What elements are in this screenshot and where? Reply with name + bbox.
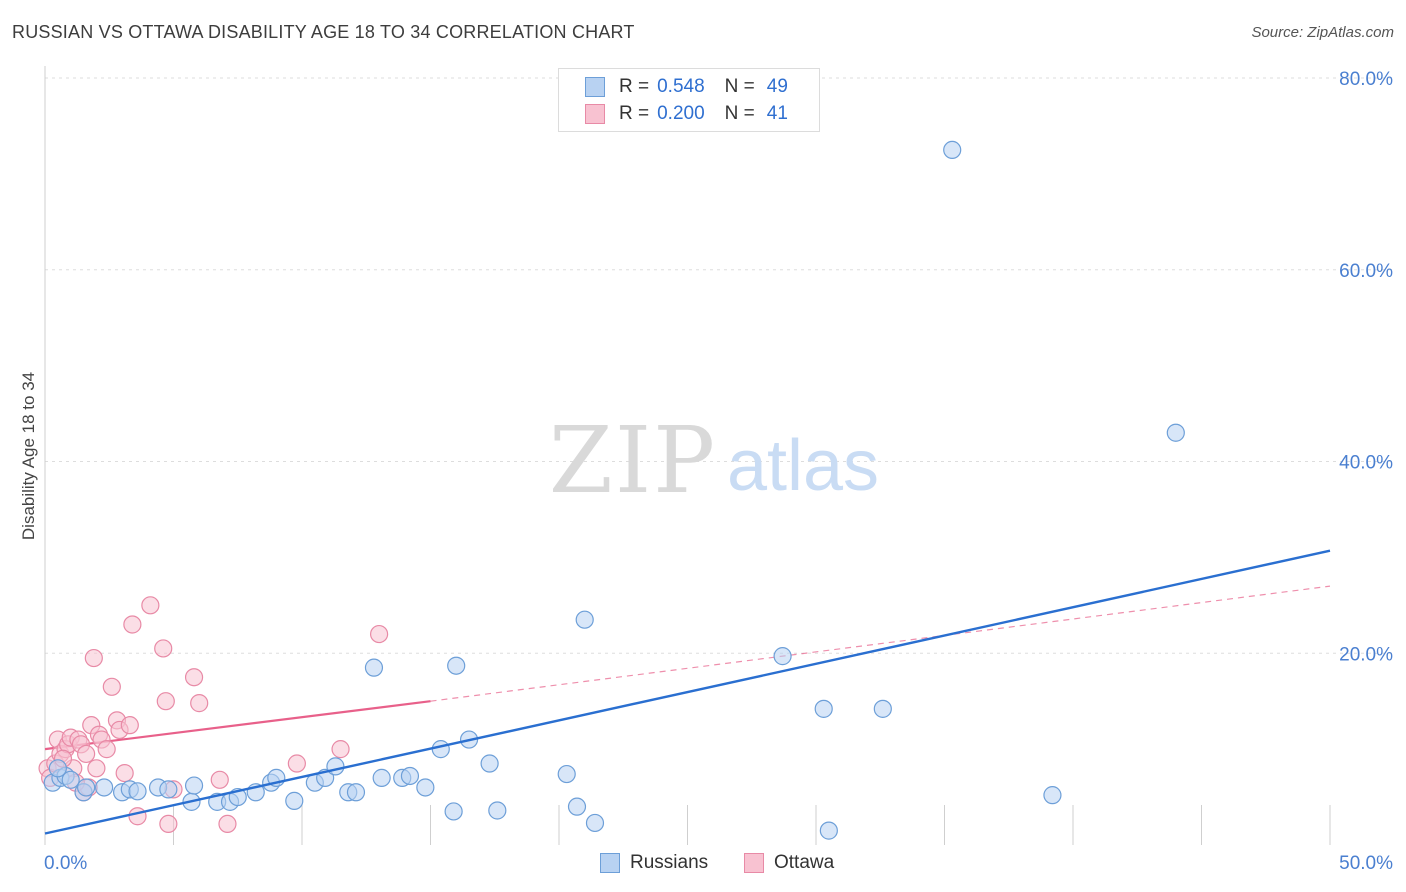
ottawa-point (331, 740, 350, 759)
russians-point (488, 801, 507, 820)
y-axis-label: Disability Age 18 to 34 (19, 372, 38, 540)
x-tick-labels: 0.0% 50.0% (44, 853, 1393, 874)
y-tick-label: 80.0% (1339, 69, 1393, 90)
russians-point (159, 780, 178, 799)
russians-legend-swatch (600, 853, 620, 873)
r-value: 0.200 (657, 103, 705, 124)
russians-point (61, 770, 80, 789)
ottawa-point (159, 814, 178, 834)
ottawa-point (102, 677, 121, 696)
r-label: R = (619, 76, 650, 97)
russians-point (819, 821, 838, 840)
ottawa-point (120, 716, 139, 735)
russians-point (346, 783, 366, 802)
russians-point (447, 656, 466, 675)
ottawa-trend-lines (44, 585, 1331, 751)
ottawa-swatch (585, 104, 605, 124)
russians-point (77, 778, 96, 797)
russians-trend-line (44, 549, 1331, 835)
ottawa-point (123, 615, 142, 634)
ottawa-point (154, 639, 173, 658)
russians-point (364, 658, 384, 677)
legend-item-russians: Russians (600, 852, 708, 874)
x-tick-label: 0.0% (44, 853, 87, 874)
ottawa-point (370, 624, 389, 644)
ottawa-legend-label: Ottawa (774, 852, 835, 873)
ottawa-point (128, 807, 147, 826)
gridlines (44, 66, 1392, 845)
r-label: R = (619, 103, 650, 124)
russians-point (400, 766, 420, 786)
russians-point (372, 768, 391, 787)
russians-point (1166, 423, 1185, 442)
russians-point (773, 647, 792, 666)
russians-point (431, 740, 450, 759)
y-tick-label: 40.0% (1339, 453, 1393, 474)
russians-point (480, 754, 499, 773)
russians-point (95, 778, 114, 797)
russians-trend (44, 549, 1331, 835)
ottawa-point (97, 740, 116, 759)
ottawa-point (141, 596, 160, 615)
x-tick-label: 50.0% (1339, 853, 1393, 874)
legend-row-russians: R = 0.548 N = 49 (585, 74, 788, 100)
ottawa-point (190, 694, 209, 713)
ottawa-point (218, 814, 237, 834)
ottawa-point (287, 754, 306, 773)
y-tick-labels: 20.0% 40.0% 60.0% 80.0% (1339, 69, 1393, 665)
y-tick-label: 60.0% (1339, 261, 1393, 282)
legend-row-ottawa: R = 0.200 N = 41 (585, 101, 788, 127)
n-label: N = (724, 76, 755, 97)
russians-point (416, 778, 435, 797)
chart-title: RUSSIAN VS OTTAWA DISABILITY AGE 18 TO 3… (12, 22, 635, 42)
watermark-zip: ZIP (549, 407, 717, 514)
ottawa-point (77, 744, 96, 764)
y-tick-label: 20.0% (1339, 644, 1393, 665)
source-label: Source: ZipAtlas.com (1251, 24, 1394, 41)
r-value: 0.548 (657, 76, 705, 97)
russians-point (1043, 786, 1062, 805)
russians-legend-label: Russians (630, 852, 709, 873)
n-label: N = (724, 103, 755, 124)
ottawa-point (210, 770, 229, 789)
watermark: ZIP atlas (549, 407, 879, 514)
n-value: 49 (766, 76, 788, 97)
watermark-atlas: atlas (727, 426, 879, 506)
ottawa-point (156, 692, 175, 711)
russians-point (567, 797, 587, 816)
russians-point (184, 776, 204, 795)
ottawa-trend-dashed (430, 585, 1331, 702)
russians-point (814, 699, 833, 718)
russians-point (575, 610, 594, 629)
legend-item-ottawa: Ottawa (744, 852, 834, 874)
ottawa-point (84, 648, 103, 668)
russians-point (585, 813, 605, 833)
ottawa-legend-swatch (744, 853, 764, 873)
russians-point (873, 699, 892, 718)
series-legend: Russians Ottawa (0, 852, 1406, 878)
ottawa-point (184, 668, 204, 687)
russians-point (48, 759, 67, 778)
ottawa-point (87, 759, 106, 778)
russians-swatch (585, 77, 605, 97)
ottawa-point (115, 763, 134, 783)
russians-point (943, 140, 962, 160)
correlation-legend: R = 0.548 N = 49 R = 0.200 N = 41 (558, 68, 820, 132)
n-value: 41 (766, 103, 788, 124)
russians-point (128, 782, 147, 801)
russians-point (444, 802, 463, 821)
russians-point (326, 757, 345, 776)
russians-point (285, 791, 304, 810)
russians-point (557, 764, 576, 784)
